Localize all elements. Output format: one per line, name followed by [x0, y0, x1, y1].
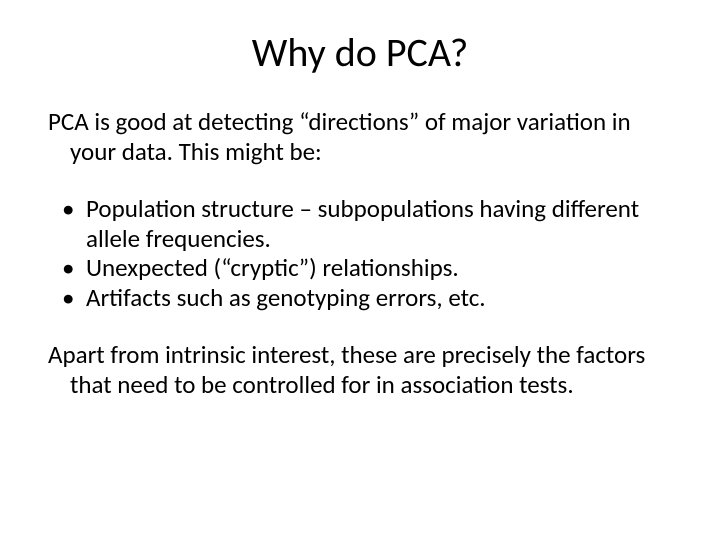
slide-title: Why do PCA?: [48, 28, 672, 77]
closing-paragraph: Apart from intrinsic interest, these are…: [48, 340, 672, 399]
slide: Why do PCA? PCA is good at detecting “di…: [0, 0, 720, 540]
list-item: Artifacts such as genotyping errors, etc…: [48, 283, 672, 313]
slide-body: PCA is good at detecting “directions” of…: [48, 107, 672, 399]
intro-paragraph: PCA is good at detecting “directions” of…: [48, 107, 672, 166]
list-item: Population structure – subpopulations ha…: [48, 194, 672, 253]
list-item: Unexpected (“cryptic”) relationships.: [48, 253, 672, 283]
bullet-list: Population structure – subpopulations ha…: [48, 194, 672, 312]
